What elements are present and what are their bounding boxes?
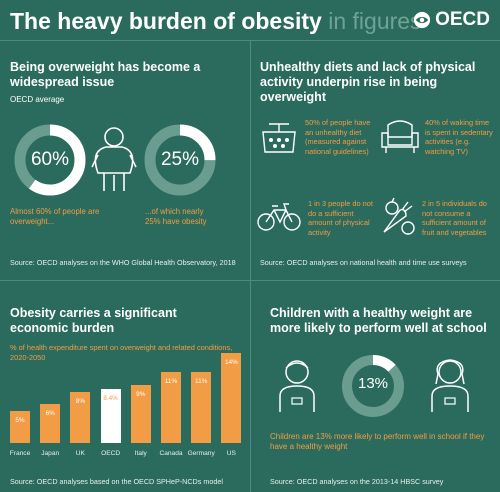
q4-heading: Children with a healthy weight are more … (270, 306, 487, 335)
q1-caption-obesity: ...of which nearly 25% have obesity (145, 207, 207, 226)
ring-overweight (14, 124, 86, 196)
ring-obesity (144, 124, 216, 196)
q4-caption: Children are 13% more likely to perform … (270, 432, 485, 451)
q3-heading: Obesity carries a significant economic b… (10, 306, 177, 335)
divider-horizontal (0, 280, 500, 281)
bar-label-uk: 8% (75, 397, 86, 405)
category-uk: UK (75, 450, 85, 457)
bar-label-japan: 6% (45, 410, 55, 418)
category-italy: Italy (134, 450, 147, 457)
boy-icon (279, 360, 315, 412)
title-bar: The heavy burden of obesity in figures O… (0, 0, 500, 41)
girl-icon (431, 359, 469, 412)
q3-source: Source: OECD analyses based on the OECD … (10, 477, 223, 486)
ring-overweight-value: 60% (30, 149, 70, 170)
bar-canada (161, 372, 181, 443)
ring-school (342, 355, 404, 417)
q4-source: Source: OECD analyses on the 2013-14 HBS… (270, 477, 444, 486)
oecd-logo-icon (413, 11, 431, 29)
armchair-icon (381, 120, 419, 153)
ring-obesity-value: 25% (160, 149, 200, 170)
q1-subheading: OECD average (10, 95, 65, 104)
bar-label-germany: 11% (195, 378, 208, 386)
divider-vertical-top (250, 40, 251, 280)
q2-heading: Unhealthy diets and lack of physical act… (260, 60, 476, 104)
q2-item-vegetables: 2 in 5 individuals do not consume a suff… (422, 199, 487, 237)
q2-item-activity: 1 in 3 people do not do a sufficient amo… (308, 199, 373, 237)
ring-school-value: 13% (357, 375, 389, 392)
obese-person-icon (91, 127, 137, 191)
bar-label-france: 5% (15, 416, 25, 424)
bar-label-italy: 9% (136, 391, 146, 399)
bar-france (10, 410, 30, 443)
q1-caption-overweight: Almost 60% of people are overweight... (10, 207, 100, 226)
page-title: The heavy burden of obesity in figures (10, 8, 422, 34)
scale-food-icon (262, 123, 296, 153)
vegetables-icon (383, 197, 415, 235)
q2-source: Source: OECD analyses on national health… (260, 258, 467, 267)
q1-heading: Being overweight has become a widespread… (10, 60, 201, 89)
oecd-logo: OECD (413, 9, 490, 31)
bar-label-canada: 11% (164, 378, 178, 386)
q2-item-diet: 50% of people have an unhealthy diet (me… (305, 118, 371, 156)
bar-uk (70, 391, 91, 443)
category-japan: Japan (41, 450, 60, 457)
category-canada: Canada (159, 450, 183, 457)
q2-item-sedentary: 40% of waking time is spent in sedentary… (425, 118, 493, 156)
category-germany: Germany (187, 450, 215, 457)
category-us: US (226, 450, 236, 457)
q3-subheading: % of health expenditure spent on overwei… (10, 343, 233, 362)
bar-germany (191, 372, 212, 443)
bar-oecd (100, 389, 121, 443)
divider-vertical-bottom (250, 281, 251, 492)
bar-italy (130, 385, 151, 443)
bar-label-oecd: 8.4% (103, 395, 118, 402)
bar-japan (40, 404, 61, 443)
bar-us (221, 353, 242, 443)
category-oecd: OECD (101, 450, 121, 457)
q1-source: Source: OECD analyses on the WHO Global … (10, 258, 236, 267)
bicycle-icon (257, 203, 301, 231)
category-france: France (9, 450, 31, 457)
bar-label-us: 14% (224, 359, 238, 366)
